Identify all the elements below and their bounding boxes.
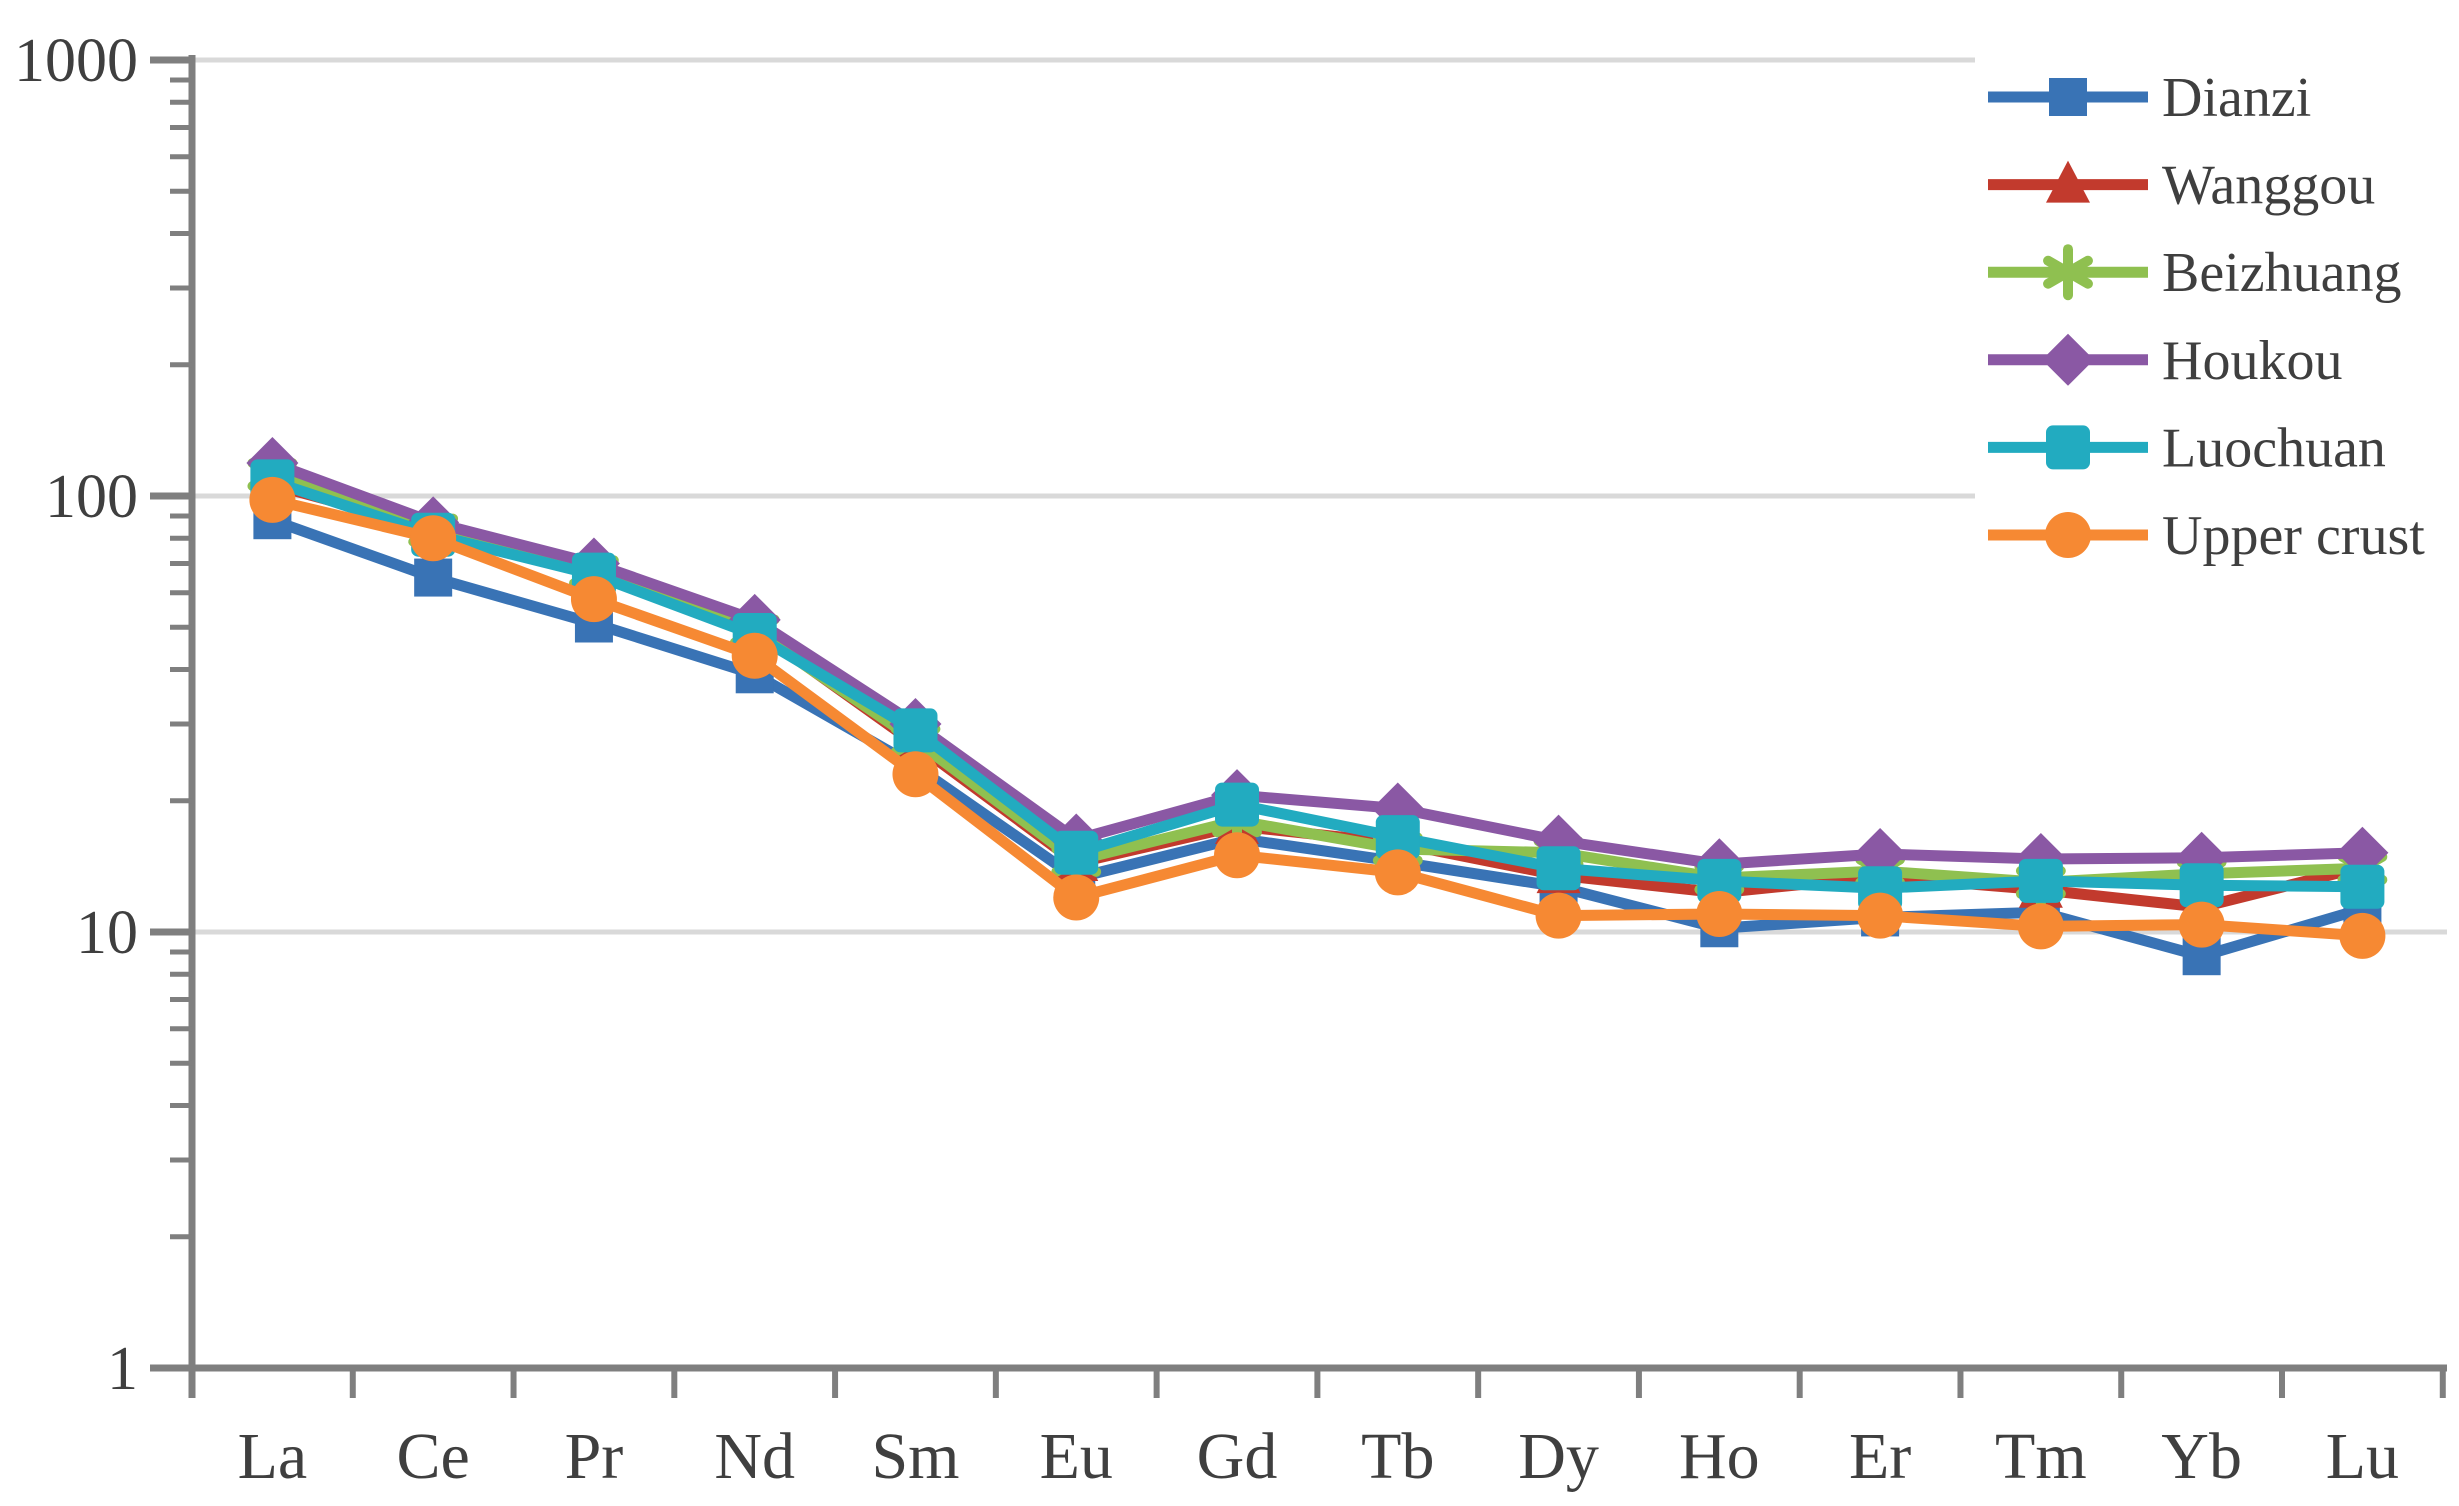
y-axis-tick-label: 1000 bbox=[14, 27, 138, 95]
luochuan-square-marker bbox=[1536, 846, 1581, 891]
upper-crust-circle-marker bbox=[1374, 849, 1421, 896]
luochuan-square-marker bbox=[1215, 782, 1260, 827]
dianzi-square-marker bbox=[414, 558, 453, 597]
upper-crust-circle-marker bbox=[2339, 912, 2386, 959]
x-axis-category-label-la: La bbox=[238, 1420, 308, 1493]
x-axis-category-label-yb: Yb bbox=[2161, 1420, 2242, 1493]
series-line-upper-crust bbox=[266, 494, 2368, 942]
luochuan-square-marker bbox=[1697, 858, 1742, 903]
y-axis-tick-label: 1 bbox=[107, 1335, 138, 1403]
legend-label-upper-crust: Upper crust bbox=[2162, 505, 2425, 567]
legend-item-beizhuang: Beizhuang bbox=[1988, 242, 2401, 304]
upper-crust-circle-marker bbox=[2178, 901, 2225, 948]
x-axis-category-label-ho: Ho bbox=[1679, 1420, 1760, 1493]
legend-item-upper-crust: Upper crust bbox=[1988, 505, 2425, 567]
x-axis-category-label-tm: Tm bbox=[1995, 1420, 2087, 1493]
luochuan-square-marker bbox=[2340, 864, 2385, 909]
legend-label-beizhuang: Beizhuang bbox=[2162, 242, 2401, 304]
legend-label-dianzi: Dianzi bbox=[2162, 67, 2311, 129]
upper-crust-circle-marker bbox=[1696, 890, 1743, 937]
luochuan-square-marker bbox=[2018, 858, 2063, 903]
x-axis-category-label-er: Er bbox=[1849, 1420, 1911, 1493]
legend-item-dianzi: Dianzi bbox=[1988, 67, 2311, 129]
upper-crust-circle-marker bbox=[570, 576, 617, 623]
legend-label-luochuan: Luochuan bbox=[2162, 417, 2386, 479]
legend-luochuan-square-marker bbox=[2046, 425, 2090, 470]
series-upper-crust bbox=[249, 476, 2386, 959]
x-axis-category-label-lu: Lu bbox=[2326, 1420, 2399, 1493]
series-line-luochuan bbox=[266, 475, 2368, 894]
luochuan-square-marker bbox=[2179, 863, 2224, 908]
luochuan-square-marker bbox=[1375, 815, 1420, 860]
upper-crust-circle-marker bbox=[1053, 874, 1100, 921]
asterisk-spoke bbox=[2043, 255, 2093, 289]
x-axis-category-label-eu: Eu bbox=[1040, 1420, 1113, 1493]
luochuan-square-marker bbox=[893, 708, 938, 753]
x-axis-category-label-nd: Nd bbox=[714, 1420, 795, 1493]
legend-houkou-diamond-marker bbox=[2042, 333, 2094, 386]
legend-label-wanggou: Wanggou bbox=[2162, 155, 2375, 217]
upper-crust-circle-marker bbox=[410, 515, 457, 562]
x-axis-category-label-pr: Pr bbox=[565, 1420, 624, 1493]
legend-beizhuang-asterisk-marker bbox=[2043, 244, 2093, 301]
legend-label-houkou: Houkou bbox=[2162, 330, 2342, 392]
upper-crust-circle-marker bbox=[1214, 832, 1261, 879]
legend-background bbox=[1975, 40, 2455, 585]
upper-crust-circle-marker bbox=[249, 476, 296, 523]
legend-dianzi-square-marker bbox=[2049, 78, 2087, 116]
upper-crust-circle-marker bbox=[731, 632, 778, 679]
x-axis-category-label-ce: Ce bbox=[397, 1420, 470, 1493]
x-axis-category-label-dy: Dy bbox=[1518, 1420, 1599, 1493]
legend-item-wanggou: Wanggou bbox=[1988, 155, 2375, 217]
y-axis-tick-label: 10 bbox=[76, 899, 138, 967]
upper-crust-circle-marker bbox=[1857, 892, 1904, 939]
legend-upper-crust-circle-marker bbox=[2045, 512, 2091, 558]
y-axis-tick-label: 100 bbox=[45, 463, 138, 531]
upper-crust-circle-marker bbox=[1535, 892, 1582, 939]
x-axis-category-label-gd: Gd bbox=[1197, 1420, 1278, 1493]
x-axis-category-label-tb: Tb bbox=[1361, 1420, 1434, 1493]
legend-wanggou-triangle-marker bbox=[2046, 160, 2090, 203]
x-axis-category-label-sm: Sm bbox=[871, 1420, 959, 1493]
series-line-houkou bbox=[266, 457, 2368, 870]
upper-crust-circle-marker bbox=[892, 751, 939, 798]
upper-crust-circle-marker bbox=[2017, 903, 2064, 950]
legend-item-houkou: Houkou bbox=[1988, 330, 2342, 392]
luochuan-square-marker bbox=[1054, 830, 1099, 875]
series-line-dianzi bbox=[266, 514, 2368, 962]
legend: Dianzi Wanggou Beizhuang Houkou Luochuan Uppe… bbox=[1975, 40, 2455, 585]
legend-item-luochuan: Luochuan bbox=[1988, 417, 2386, 479]
